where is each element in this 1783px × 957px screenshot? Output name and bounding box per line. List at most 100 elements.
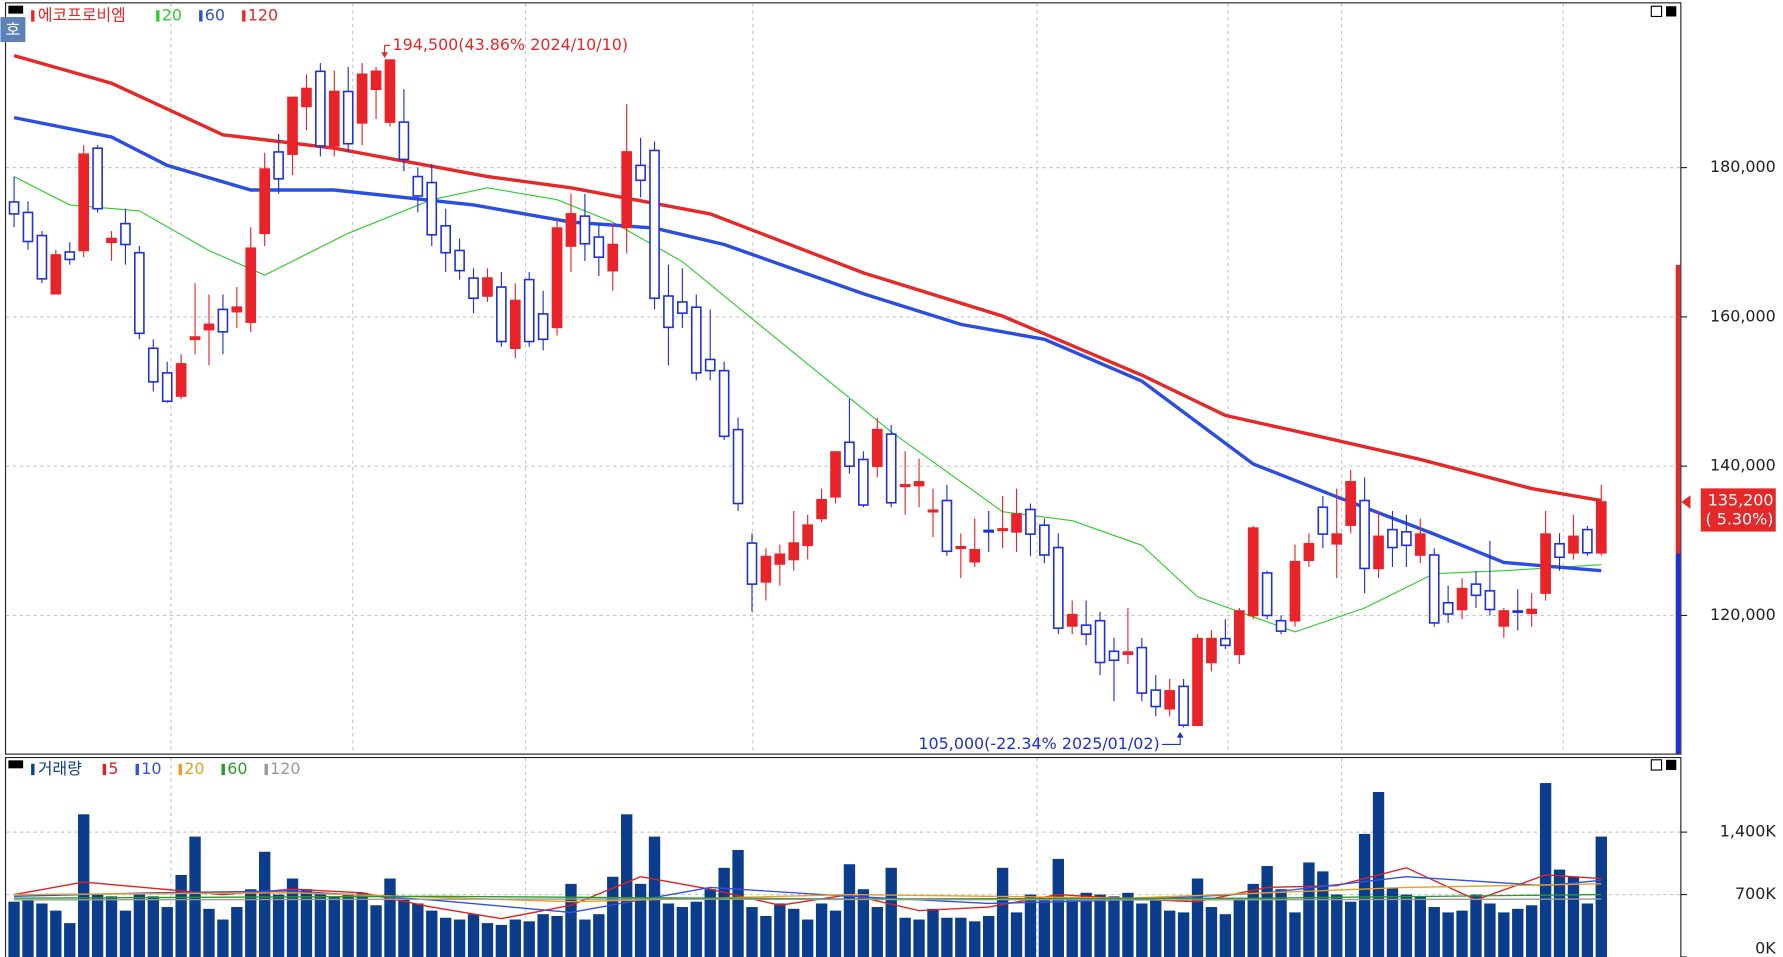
candle-body [704, 358, 716, 372]
last-price-box [1700, 488, 1776, 532]
volume-bar [1303, 862, 1315, 957]
legend-title: 거래량 [38, 759, 82, 778]
volume-bar [1233, 899, 1245, 957]
candle-body [398, 121, 410, 161]
volume-bar [955, 917, 967, 957]
range-bar-down [1675, 553, 1681, 754]
annotation-arrowhead [1176, 731, 1184, 738]
legend-label: 120 [270, 759, 300, 778]
candle-body [189, 336, 201, 341]
volume-bar [1595, 836, 1607, 957]
candle-body [607, 243, 619, 272]
volume-bar [1191, 878, 1204, 957]
volume-bar [481, 923, 494, 957]
volume-bar [746, 907, 758, 957]
candle-body [496, 286, 507, 343]
price-panel [4, 2, 1682, 755]
volume-bar [286, 878, 299, 957]
candle-body [1094, 619, 1106, 664]
candle-body [454, 249, 465, 272]
candle-body [1568, 535, 1579, 554]
candle-body [1345, 481, 1357, 526]
candle-body [1331, 533, 1343, 545]
volume-bar [676, 907, 689, 957]
volume-bar [1581, 903, 1594, 957]
candle-body [147, 347, 159, 383]
candle-body [649, 149, 660, 300]
icon-box [0, 17, 26, 43]
volume-bar [1122, 892, 1134, 957]
candle-body [913, 481, 925, 487]
volume-bar [774, 903, 786, 957]
volume-bar [509, 919, 521, 957]
candle-body [523, 278, 535, 343]
candle-body [426, 181, 438, 236]
candle-body [1526, 608, 1538, 615]
volume-bar [620, 814, 633, 957]
candle-body [774, 553, 786, 565]
candle-body [1582, 528, 1593, 554]
volume-bar [314, 892, 327, 957]
ma-line [14, 876, 1602, 914]
volume-bar [801, 919, 814, 957]
last-price-label: 135,200 [1708, 490, 1774, 509]
volume-bar [1024, 894, 1037, 957]
candle-body [1206, 637, 1217, 664]
legend-label: 5 [108, 759, 118, 778]
candle-body [106, 237, 117, 244]
candle-body [1233, 610, 1245, 656]
last-price-marker [1681, 495, 1691, 509]
candle-body [50, 254, 62, 295]
ma-line [14, 898, 1602, 901]
candle-body [328, 90, 340, 147]
close-icon[interactable] [1666, 6, 1677, 17]
volume-bar [300, 889, 313, 957]
volume-bar [1289, 912, 1301, 957]
volume-bar [245, 889, 257, 957]
volume-bar [565, 883, 577, 957]
volume-bar [1066, 898, 1078, 957]
candle-body [760, 555, 772, 583]
volume-bar [1498, 912, 1510, 957]
volume-bar [147, 896, 159, 957]
candle-body [245, 247, 257, 323]
volume-bar [453, 919, 466, 957]
volume-bar [982, 915, 995, 957]
candle-body [8, 201, 20, 215]
close-icon[interactable] [1666, 759, 1677, 771]
candle-body [551, 227, 563, 329]
ma-line [13, 54, 1602, 503]
candle-body [579, 215, 591, 245]
y-tick-label: 700K [1735, 884, 1776, 903]
candle-body [301, 87, 312, 108]
last-change-label: ( 5.30%) [1705, 510, 1773, 529]
y-tick-label: 120,000 [1710, 605, 1776, 624]
candle-body [1108, 650, 1120, 662]
legend-marker [31, 763, 35, 776]
y-tick-label: 140,000 [1710, 456, 1776, 475]
legend-marker [102, 763, 107, 776]
volume-bar [690, 901, 702, 957]
candle-body [1052, 546, 1064, 629]
candle-body [593, 236, 605, 258]
volume-bar [161, 907, 173, 957]
candle-body [1025, 508, 1036, 535]
minimize-icon[interactable] [1650, 5, 1663, 18]
volume-bar [537, 914, 549, 957]
candle-body [941, 499, 953, 553]
minimize-icon[interactable] [1650, 759, 1663, 771]
volume-bar [8, 901, 20, 957]
candle-body [1414, 533, 1426, 556]
legend-marker [199, 10, 203, 22]
candle-body [802, 524, 814, 547]
candle-body [677, 301, 688, 314]
volume-bar [1150, 899, 1162, 957]
candle-body [1066, 613, 1078, 627]
volume-bar [495, 924, 508, 957]
legend-marker [135, 763, 139, 776]
volume-bar [941, 917, 953, 957]
volume-bar [426, 910, 438, 957]
candle-body [203, 323, 215, 331]
candle-body [1470, 583, 1482, 597]
